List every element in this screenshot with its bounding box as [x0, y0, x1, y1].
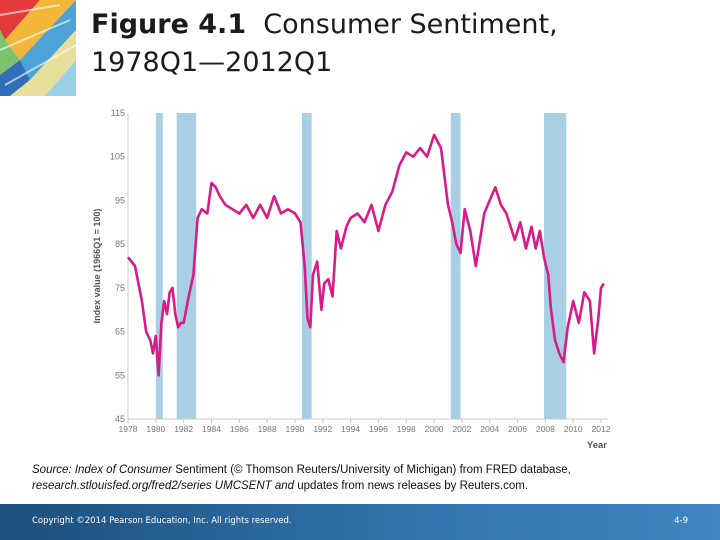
corner-decoration	[0, 0, 76, 96]
x-tick-label: 1994	[341, 424, 360, 434]
title-text: Consumer Sentiment,	[263, 9, 558, 40]
title-line2: 1978Q1—2012Q1	[91, 47, 333, 78]
recession-band-1	[176, 113, 197, 419]
footer-bar: Copyright ©2014 Pearson Education, Inc. …	[0, 504, 720, 540]
recession-band-4	[544, 113, 567, 419]
recession-band-2	[301, 113, 312, 419]
x-tick-label: 2008	[536, 424, 555, 434]
x-tick-label: 2004	[480, 424, 499, 434]
x-tick-label: 1990	[285, 424, 304, 434]
copyright-text: Copyright ©2014 Pearson Education, Inc. …	[32, 516, 292, 526]
x-tick-label: 1998	[397, 424, 416, 434]
x-tick-label: 2006	[508, 424, 527, 434]
source-note: Source: Index of Consumer Sentiment (© T…	[32, 462, 702, 494]
y-tick-label: 95	[115, 195, 125, 205]
y-tick-label: 55	[115, 370, 125, 380]
figure-number: Figure 4.1	[91, 9, 247, 40]
recession-band-3	[450, 113, 461, 419]
x-tick-label: 1984	[202, 424, 221, 434]
recession-bands	[155, 113, 567, 419]
y-tick-label: 85	[115, 239, 125, 249]
x-ticks: 1978 1980 1982 1984 1986 1988 1990 1992 1994 1996…	[119, 419, 611, 434]
source-label: Source:	[32, 464, 72, 476]
y-tick-label: 105	[110, 152, 125, 162]
sentiment-line	[126, 133, 605, 377]
source-text-2: updates from news releases by Reuters.co…	[297, 480, 529, 492]
slide-title: Figure 4.1 Consumer Sentiment, 1978Q1—20…	[91, 6, 558, 82]
source-text-1: Sentiment (© Thomson Reuters/University …	[175, 464, 571, 476]
y-axis-label: Index value (1966Q1 = 100)	[92, 209, 102, 324]
y-tick-label: 45	[115, 414, 125, 424]
x-tick-label: 2000	[425, 424, 444, 434]
x-tick-label: 2010	[564, 424, 583, 434]
x-tick-label: 1978	[119, 424, 138, 434]
x-tick-label: 1986	[230, 424, 249, 434]
x-tick-label: 2012	[592, 424, 611, 434]
y-tick-label: 75	[115, 283, 125, 293]
x-tick-label: 1980	[146, 424, 165, 434]
page-number: 4-9	[674, 516, 688, 526]
x-tick-label: 1988	[258, 424, 277, 434]
y-ticks: 45 55 65 75 85 95 105 115	[110, 108, 125, 424]
x-tick-label: 2002	[452, 424, 471, 434]
x-tick-label: 1992	[313, 424, 332, 434]
x-tick-label: 1996	[369, 424, 388, 434]
source-italic-2: research.stlouisfed.org/fred2/series UMC…	[32, 480, 295, 492]
recession-band-0	[155, 113, 163, 419]
x-tick-label: 1982	[174, 424, 193, 434]
y-tick-label: 115	[111, 108, 125, 118]
source-italic-1: Index of Consumer	[74, 464, 173, 476]
y-tick-label: 65	[115, 327, 125, 337]
x-axis-label: Year	[587, 440, 607, 451]
